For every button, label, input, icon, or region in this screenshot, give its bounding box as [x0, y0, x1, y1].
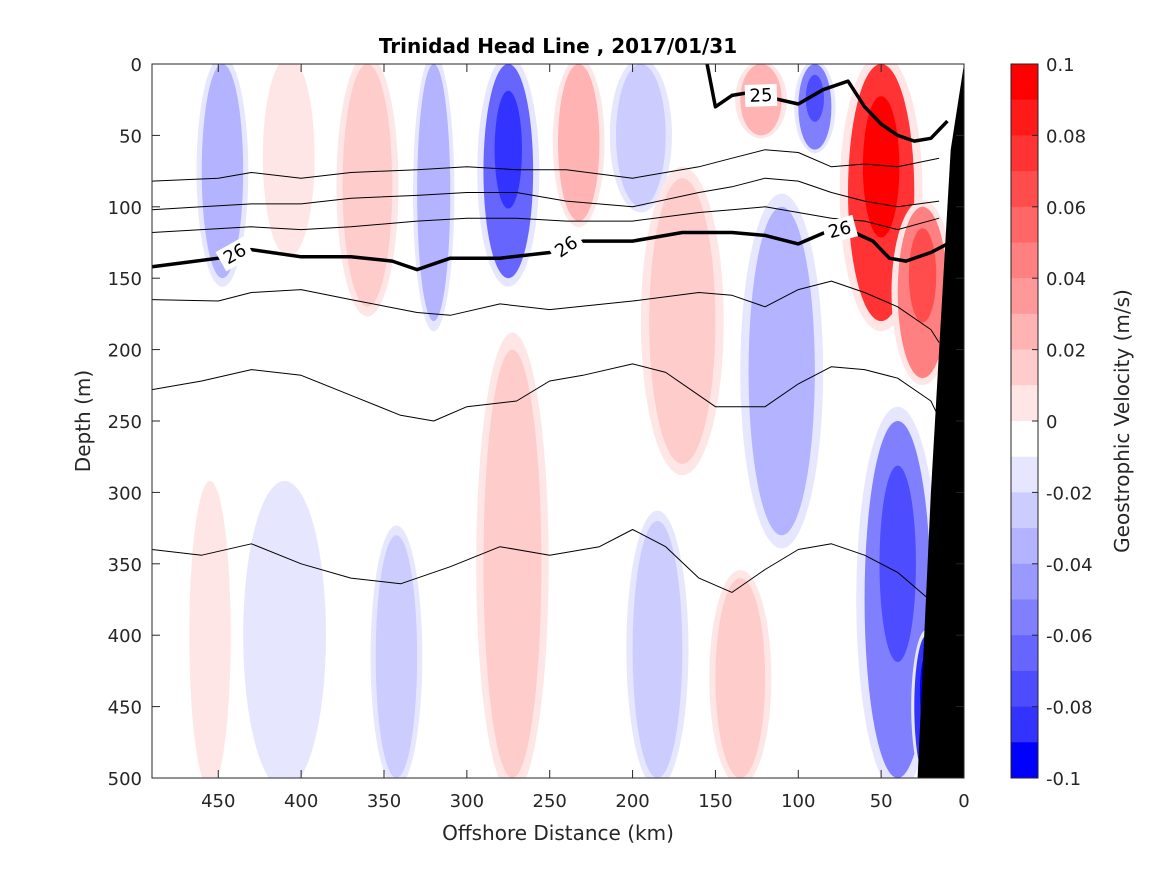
colorbar-swatch [1011, 135, 1038, 172]
velocity-cell [193, 492, 227, 778]
colorbar-swatch [1011, 99, 1038, 136]
velocity-cell [417, 64, 451, 322]
contour-label: 25 [749, 85, 773, 107]
y-tick-label: 350 [108, 555, 142, 576]
contour-label-background [744, 83, 778, 107]
velocity-cell [483, 349, 542, 778]
velocity-cell-core [908, 228, 937, 323]
contour-label-background [215, 236, 255, 272]
y-tick-label: 150 [108, 269, 142, 290]
x-tick-label: 50 [870, 791, 893, 812]
colorbar-tick-label: 0.02 [1046, 341, 1086, 362]
y-tick-label: 0 [131, 55, 142, 76]
x-tick-label: 450 [201, 791, 235, 812]
colorbar-swatch [1011, 421, 1038, 458]
colorbar-tick-label: 0.06 [1046, 198, 1086, 219]
density-contour [152, 529, 932, 602]
velocity-cell [251, 492, 318, 778]
velocity-cell [632, 520, 683, 778]
colorbar-swatch [1011, 742, 1038, 779]
x-tick-label: 400 [284, 791, 318, 812]
x-axis: 450 400 350 300 250 200 150 100 50 0 [201, 64, 970, 812]
contour-label-background [821, 214, 859, 245]
bold-density-contour [705, 64, 949, 143]
x-tick-label: 300 [450, 791, 484, 812]
x-tick-label: 0 [958, 791, 969, 812]
colorbar-label: Geostrophic Velocity (m/s) [1110, 289, 1134, 553]
velocity-cell [616, 64, 666, 207]
colorbar-swatch [1011, 528, 1038, 565]
density-contour [152, 280, 940, 343]
colorbar-swatch [1011, 456, 1038, 493]
velocity-cell [715, 578, 766, 778]
velocity-cell [342, 64, 393, 307]
colorbar-swatch [1011, 706, 1038, 743]
y-tick-label: 100 [108, 198, 142, 219]
x-tick-label: 350 [367, 791, 401, 812]
colorbar-tick-label: -0.08 [1046, 698, 1093, 719]
velocity-cell [558, 64, 600, 222]
bold-density-contour [152, 227, 949, 272]
velocity-cell-core [494, 90, 522, 209]
y-tick-label: 500 [108, 769, 142, 790]
y-tick-label: 300 [108, 483, 142, 504]
colorbar-swatch [1011, 64, 1038, 101]
y-tick-label: 250 [108, 412, 142, 433]
velocity-cell [201, 64, 244, 279]
colorbar-swatch [1011, 385, 1038, 422]
x-axis-label: Offshore Distance (km) [442, 821, 674, 845]
colorbar-swatch [1011, 278, 1038, 315]
colorbar-swatch [1011, 171, 1038, 208]
colorbar-tick-label: -0.06 [1046, 626, 1093, 647]
velocity-cell [748, 206, 815, 536]
bathymetry [917, 64, 964, 778]
contour-label-background [546, 228, 586, 265]
x-tick-label: 200 [615, 791, 649, 812]
y-tick-label: 200 [108, 341, 142, 362]
y-axis-label: Depth (m) [71, 370, 95, 472]
y-axis: 0 50 100 150 200 250 300 350 400 450 500 [108, 55, 964, 790]
colorbar-swatch [1011, 635, 1038, 672]
density-contour [152, 206, 940, 233]
x-tick-label: 250 [533, 791, 567, 812]
chart-title: Trinidad Head Line , 2017/01/31 [379, 34, 737, 58]
density-contour [152, 177, 940, 211]
colorbar-swatch [1011, 313, 1038, 351]
x-tick-label: 150 [698, 791, 732, 812]
colorbar-swatch [1011, 492, 1038, 529]
colorbar-swatch [1011, 206, 1038, 243]
colorbar-tick-label: 0.08 [1046, 126, 1086, 147]
colorbar-tick-label: 0 [1046, 412, 1057, 433]
velocity-cell [375, 535, 418, 778]
colorbar-swatch [1011, 599, 1038, 636]
colorbar-swatch [1011, 563, 1038, 600]
colorbar-swatch [1011, 349, 1038, 386]
colorbar-tick-label: 0.04 [1046, 269, 1086, 290]
colorbar-tick-label: -0.1 [1046, 769, 1081, 790]
y-tick-label: 50 [119, 126, 142, 147]
velocity-cell-core [805, 74, 824, 122]
colorbar: 0.1 0.08 0.06 0.04 0.02 0 -0.02 -0.04 -0.06 -0.08… [1010, 55, 1093, 790]
seafloor-shape [917, 64, 964, 778]
y-tick-label: 400 [108, 626, 142, 647]
colorbar-tick-label: -0.02 [1046, 483, 1093, 504]
colorbar-swatch [1011, 670, 1038, 708]
velocity-cell-core [879, 465, 916, 662]
colorbar-tick-label: -0.04 [1046, 555, 1093, 576]
colorbar-tick-label: 0.1 [1046, 55, 1075, 76]
density-contour [152, 363, 948, 436]
y-tick-label: 450 [108, 698, 142, 719]
colorbar-swatch [1011, 242, 1038, 279]
velocity-cell [649, 178, 716, 464]
density-contour [152, 149, 940, 182]
velocity-field [189, 64, 954, 778]
velocity-cell [268, 64, 310, 250]
x-tick-label: 100 [781, 791, 815, 812]
